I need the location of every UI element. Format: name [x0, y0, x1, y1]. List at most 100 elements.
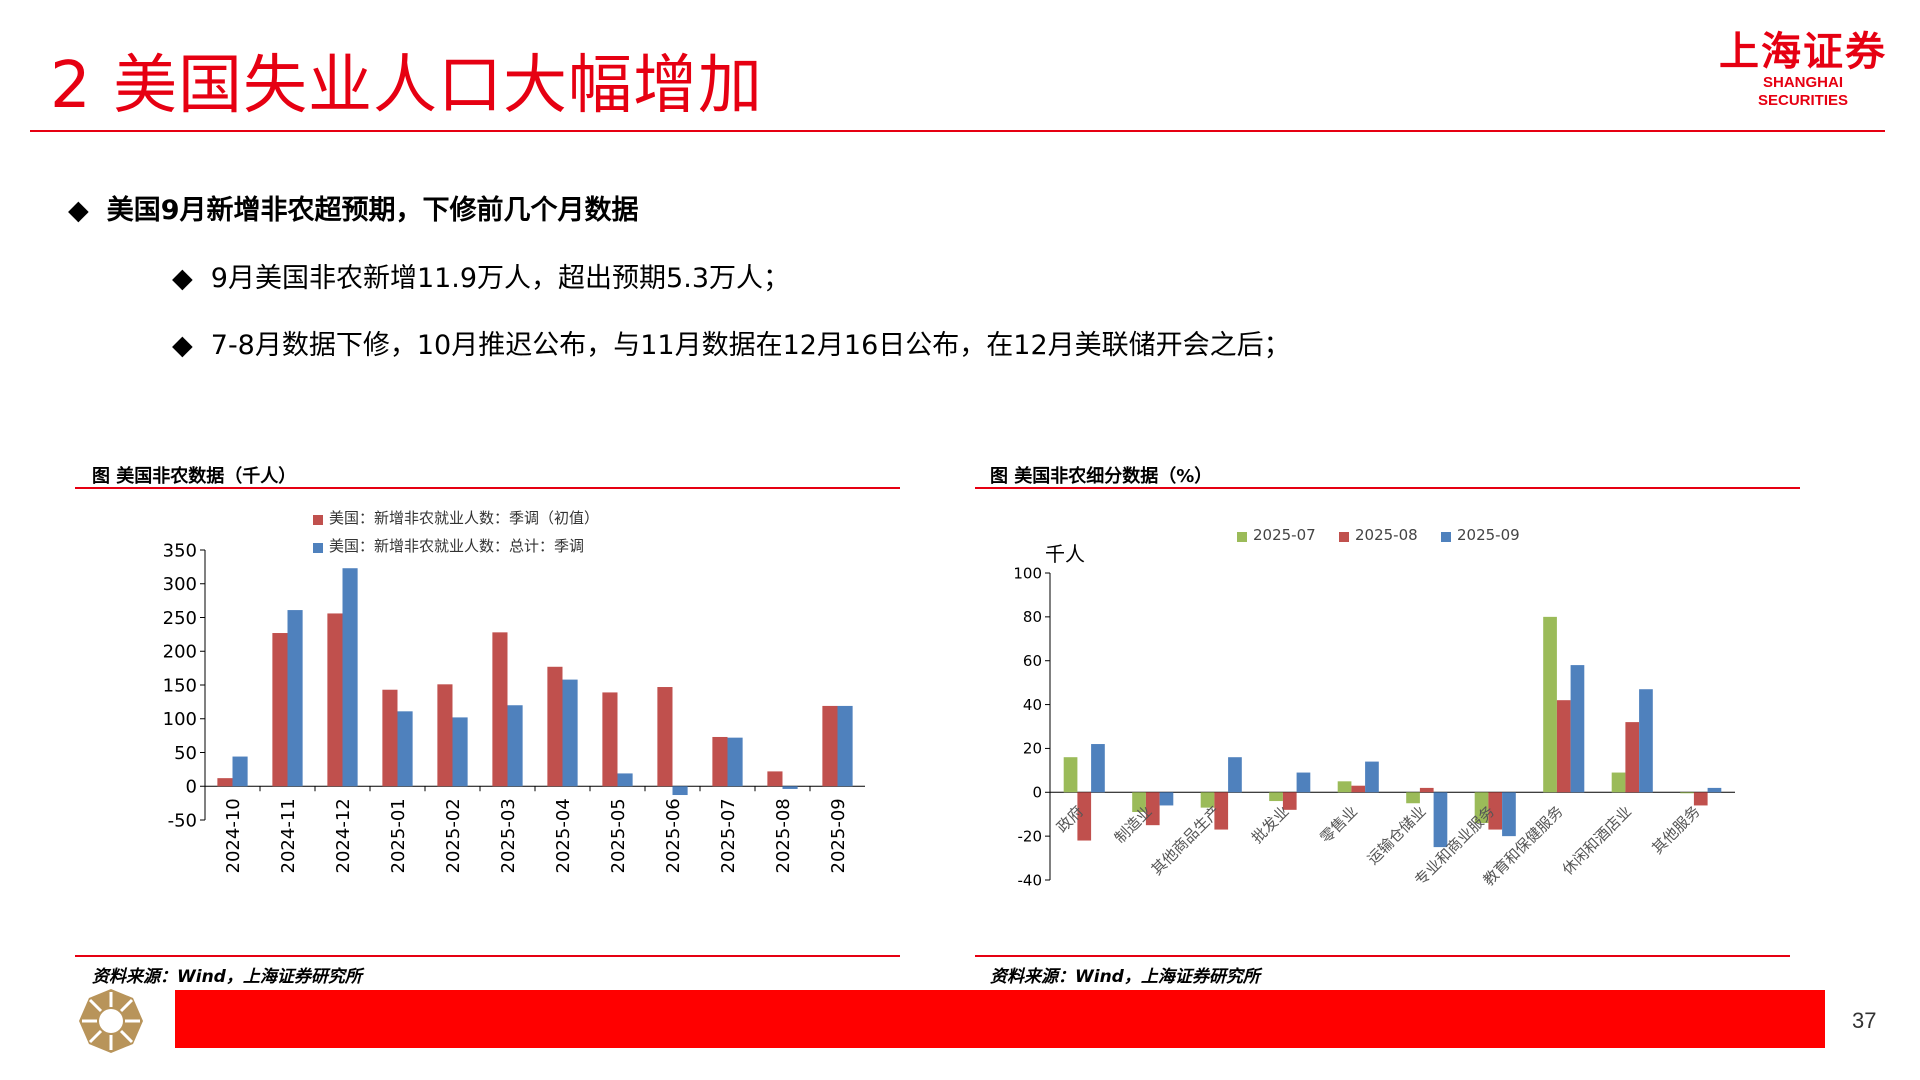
bar: [1680, 792, 1694, 794]
bar: [782, 786, 798, 789]
bar: [1145, 792, 1160, 826]
x-tick-label: 2025-07: [718, 798, 739, 873]
bar: [342, 568, 358, 787]
bar: [232, 756, 248, 787]
bullet-sub-2: ◆ 7-8月数据下修，10月推迟公布，与11月数据在12月16日公布，在12月美联…: [172, 323, 1291, 362]
y-tick-label: 300: [163, 574, 197, 595]
left-figure-title: 图 美国非农数据（千人）: [92, 466, 297, 487]
logo-english: SHANGHAI SECURITIES: [1757, 74, 1848, 109]
bar: [1625, 722, 1640, 793]
bullet-sub-1-text: 9月美国非农新增11.9万人，超出预期5.3万人；: [210, 263, 790, 294]
bar: [617, 773, 633, 787]
nonfarm-payrolls-chart: -50 0 50 100 150 200 250 300 350 2024-10 2024-11 20…: [163, 509, 865, 873]
bar: [1200, 792, 1215, 808]
bar: [1406, 792, 1420, 804]
y-tick-label: 20: [1023, 740, 1042, 758]
x-tick-label: 2024-12: [333, 798, 354, 873]
y-tick-label: 250: [163, 608, 197, 629]
bar: [1228, 757, 1242, 793]
y-tick-label: 80: [1023, 608, 1042, 626]
bar: [492, 632, 508, 787]
legend-label: 美国：新增非农就业人数：总计：季调: [329, 537, 584, 555]
bar: [547, 666, 563, 787]
bar: [1296, 772, 1311, 793]
bar: [837, 705, 853, 787]
y-tick-label: 40: [1023, 696, 1042, 714]
bar: [327, 613, 343, 787]
bar: [657, 687, 673, 787]
x-tick-label: 其他服务: [1648, 802, 1703, 857]
left-figure-top-rule: [75, 487, 900, 489]
y-tick-label: 350: [163, 540, 197, 561]
y-tick-label: 150: [163, 675, 197, 696]
bar: [1091, 744, 1105, 793]
x-tick-label: 2024-10: [223, 798, 244, 873]
y-tick-label: 50: [174, 743, 197, 764]
bar: [562, 679, 578, 787]
bar: [437, 684, 453, 787]
y-tick-label: 100: [163, 709, 197, 730]
diamond-bullet-icon: ◆: [68, 195, 89, 226]
bar: [1543, 616, 1557, 793]
y-tick-label: 200: [163, 642, 197, 663]
bar: [452, 717, 468, 787]
bar: [1063, 757, 1078, 793]
bar: [1707, 787, 1722, 793]
bar: [1639, 689, 1653, 793]
bar: [1556, 700, 1571, 793]
title-divider: [30, 130, 1885, 132]
x-tick-label: 2025-09: [828, 798, 849, 873]
bullet-main: ◆ 美国9月新增非农超预期，下修前几个月数据: [68, 188, 639, 227]
bar: [382, 689, 398, 787]
bar: [672, 786, 688, 796]
bullet-sub-2-text: 7-8月数据下修，10月推迟公布，与11月数据在12月16日公布，在12月美联储…: [210, 330, 1291, 361]
bar: [1611, 772, 1626, 793]
x-tick-label: 2025-08: [773, 798, 794, 873]
bar: [1159, 792, 1174, 806]
x-tick-label: 2025-02: [443, 798, 464, 873]
bar: [602, 692, 618, 787]
bar: [1693, 792, 1708, 806]
x-tick-label: 零售业: [1317, 802, 1362, 847]
legend-label: 2025-08: [1355, 526, 1418, 544]
bar: [1570, 665, 1585, 793]
y-tick-label: 0: [1032, 784, 1042, 802]
bar: [1433, 792, 1448, 848]
company-emblem-icon: [79, 989, 143, 1053]
bar: [767, 771, 783, 787]
bar: [1214, 792, 1229, 830]
bar: [1419, 787, 1434, 793]
legend-label: 2025-07: [1253, 526, 1316, 544]
bar: [1077, 792, 1092, 841]
legend-swatch: [313, 515, 323, 525]
footer-red-bar: [175, 990, 1825, 1048]
bar: [1132, 792, 1146, 813]
x-tick-label: 批发业: [1248, 802, 1293, 847]
bar: [1351, 785, 1366, 793]
left-figure-bottom-rule: [75, 955, 900, 957]
bar: [217, 778, 233, 787]
right-figure-source: 资料来源：Wind，上海证券研究所: [990, 967, 1260, 987]
legend-swatch: [313, 543, 323, 553]
x-tick-label: 休闲和酒店业: [1559, 802, 1635, 878]
bar: [1269, 792, 1283, 802]
y-tick-label: 100: [1013, 564, 1042, 582]
bar: [507, 705, 523, 787]
diamond-bullet-icon: ◆: [172, 263, 193, 294]
bar: [1474, 792, 1489, 823]
x-tick-label: 2024-11: [278, 798, 299, 873]
bar: [397, 711, 413, 787]
bar: [287, 610, 303, 787]
bar: [1502, 792, 1516, 837]
logo-chinese: 上海证券: [1719, 29, 1887, 75]
right-figure-title: 图 美国非农细分数据（%）: [990, 466, 1213, 487]
right-figure-bottom-rule: [975, 955, 1790, 957]
bar: [1365, 761, 1379, 793]
bar: [1337, 781, 1352, 793]
company-logo: 上海证券 SHANGHAI SECURITIES: [1718, 30, 1888, 110]
x-tick-label: 2025-06: [663, 798, 684, 873]
y-tick-label: 0: [186, 777, 197, 798]
right-figure-top-rule: [975, 487, 1800, 489]
x-tick-label: 2025-01: [388, 798, 409, 873]
